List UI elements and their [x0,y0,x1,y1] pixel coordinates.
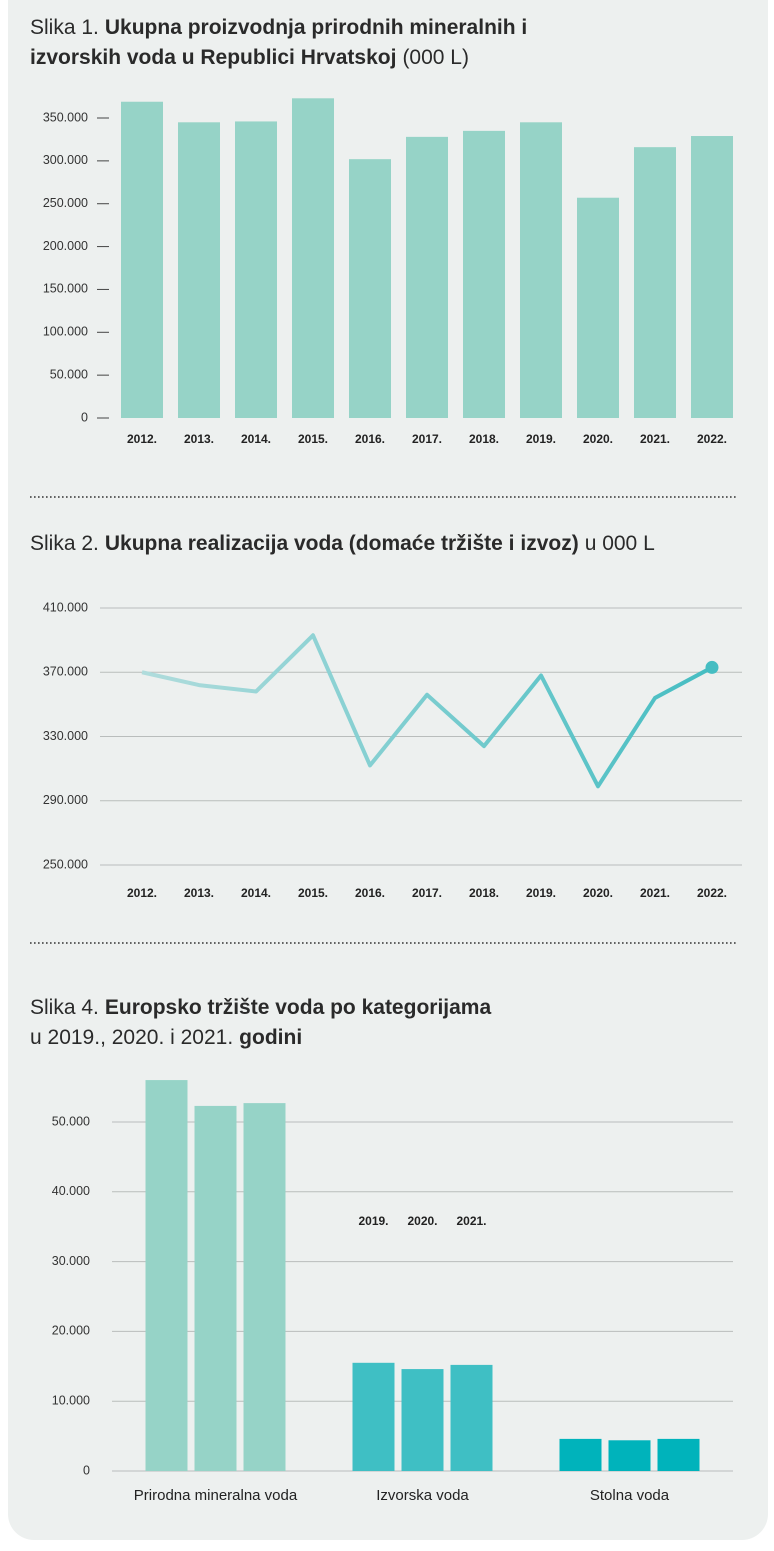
bar [194,1105,237,1471]
y-tick-label: 40.000 [52,1184,90,1198]
bar [145,1080,188,1471]
x-tick-label: 2020. [583,432,613,446]
legend-label: 2019. [358,1214,388,1228]
x-tick-label: 2016. [355,886,385,900]
x-tick-label: 2022. [697,886,727,900]
x-tick-label: 2021. [640,432,670,446]
y-tick-label: 350.000 [43,110,88,124]
y-tick-label: 290.000 [43,793,88,807]
title-part: Slika 4. [30,996,99,1019]
x-tick-label: 2017. [412,432,442,446]
y-tick-label: 50.000 [50,367,88,381]
bar [608,1440,651,1471]
y-tick-label: 200.000 [43,239,88,253]
x-tick-label: 2015. [298,886,328,900]
x-tick-label: Stolna voda [590,1487,670,1504]
y-tick-label: 250.000 [43,196,88,210]
bar [657,1438,700,1471]
y-tick-label: 10.000 [52,1393,90,1407]
title-part: (000 L) [402,46,469,69]
bar [235,121,277,418]
y-tick-label: 20.000 [52,1324,90,1338]
x-tick-label: 2022. [697,432,727,446]
legend-label: 2021. [456,1214,486,1228]
x-tick-label: 2014. [241,886,271,900]
bar [450,1364,493,1471]
bar [352,1362,395,1471]
bar [634,147,676,419]
bar [178,122,220,419]
chart-title: u 2019., 2020. i 2021. godini [30,1026,302,1049]
line [141,633,713,789]
y-tick-label: 30.000 [52,1254,90,1268]
title-part: Ukupna proizvodnja prirodnih mineralnih … [105,16,527,39]
legend-label: 2020. [407,1214,437,1228]
bar [577,197,619,418]
y-tick-label: 100.000 [43,325,88,339]
bar [691,136,733,418]
bar [463,130,505,418]
x-tick-label: 2014. [241,432,271,446]
y-tick-label: 250.000 [43,857,88,871]
bar [401,1369,444,1471]
x-tick-label: 2020. [583,886,613,900]
bar [559,1438,602,1471]
x-tick-label: Prirodna mineralna voda [134,1487,298,1504]
title-part: Slika 1. [30,16,99,39]
bar [121,101,163,419]
chart-title: izvorskih voda u Republici Hrvatskoj (000… [30,46,469,69]
x-tick-label: 2013. [184,886,214,900]
y-tick-label: 370.000 [43,665,88,679]
chart-title: Slika 2. Ukupna realizacija voda (domaće … [30,532,655,555]
y-tick-label: 300.000 [43,153,88,167]
x-tick-label: Izvorska voda [376,1487,469,1504]
title-part: u 2019., 2020. i 2021. [30,1026,233,1049]
chart-title: Slika 4. Europsko tržište voda po kategor… [30,996,491,1019]
y-tick-label: 0 [83,1463,90,1477]
x-tick-label: 2012. [127,432,157,446]
x-tick-label: 2013. [184,432,214,446]
y-tick-label: 50.000 [52,1114,90,1128]
x-tick-label: 2018. [469,886,499,900]
title-part: Europsko tržište voda po kategorijama [105,996,492,1019]
title-part: godini [239,1026,302,1049]
bar [520,122,562,419]
x-tick-label: 2017. [412,886,442,900]
x-tick-label: 2019. [526,432,556,446]
x-tick-label: 2018. [469,432,499,446]
chart-title: Slika 1. Ukupna proizvodnja prirodnih min… [30,16,527,39]
title-part: Slika 2. [30,532,99,555]
x-tick-label: 2012. [127,886,157,900]
x-tick-label: 2016. [355,432,385,446]
bar [292,98,334,418]
x-tick-label: 2021. [640,886,670,900]
title-part: izvorskih voda u Republici Hrvatskoj [30,46,396,69]
y-tick-label: 410.000 [43,600,88,614]
y-tick-label: 150.000 [43,282,88,296]
y-tick-label: 0 [81,410,88,424]
y-tick-label: 330.000 [43,729,88,743]
x-tick-label: 2015. [298,432,328,446]
bar [406,136,448,418]
title-part: Ukupna realizacija voda (domaće tržište … [105,532,579,555]
title-part: u 000 L [585,532,655,555]
bar [243,1103,286,1471]
bar [349,159,391,418]
x-tick-label: 2019. [526,886,556,900]
end-marker [705,660,719,674]
